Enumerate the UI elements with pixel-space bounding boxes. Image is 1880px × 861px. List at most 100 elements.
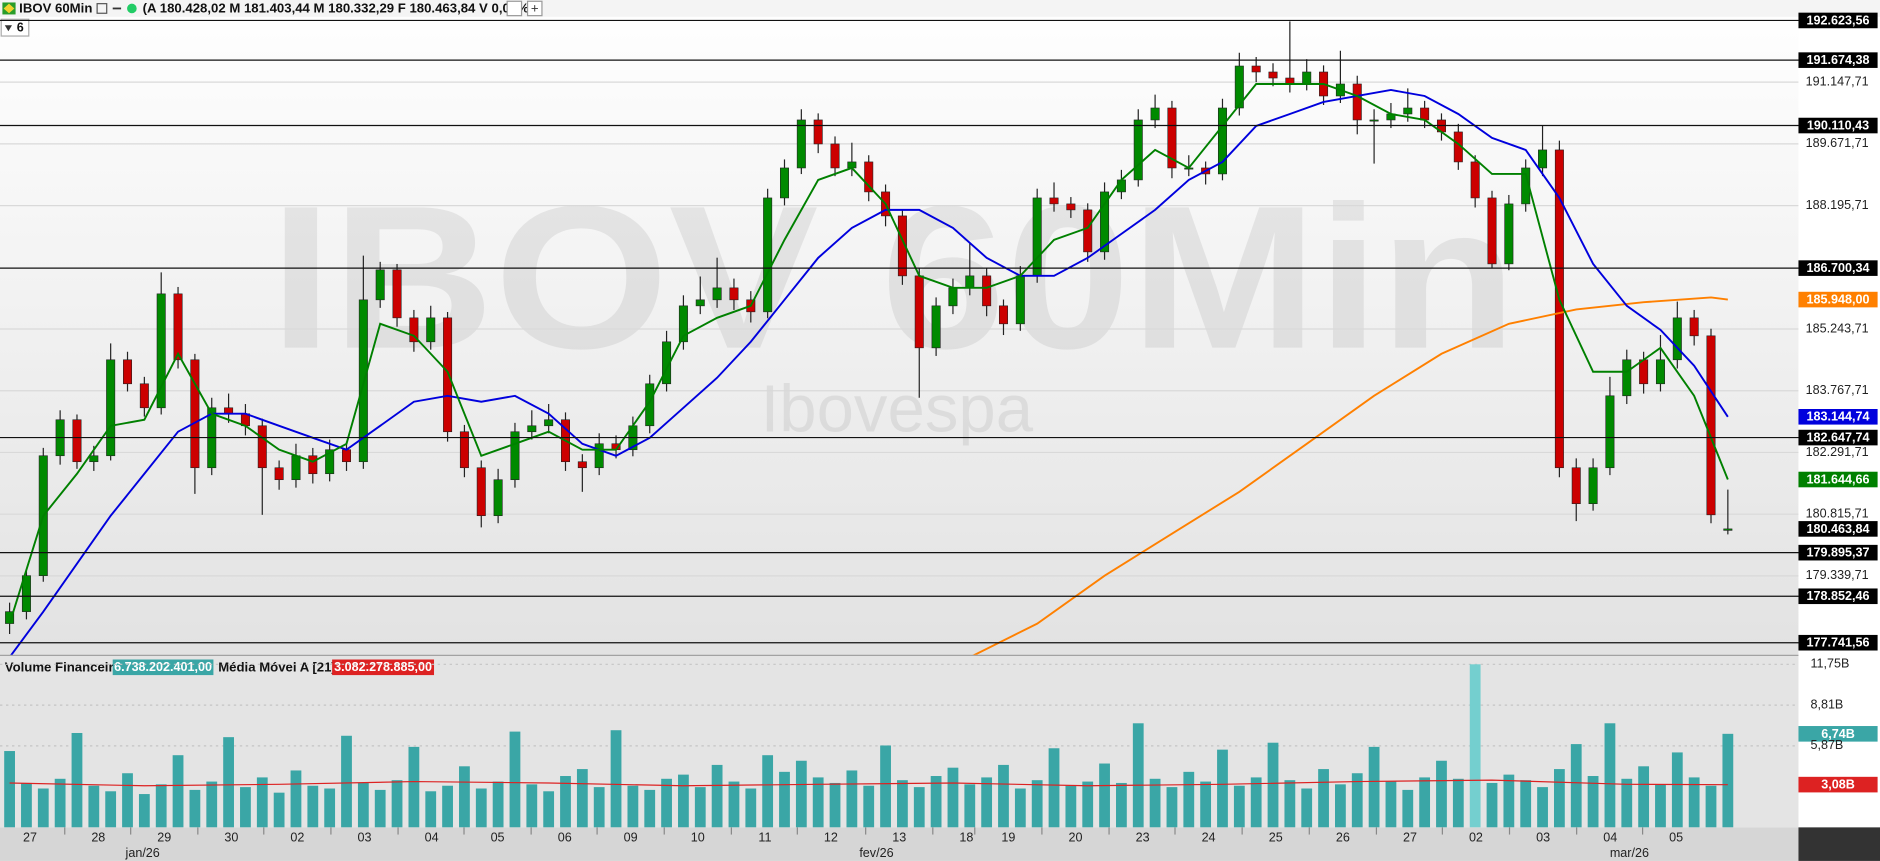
level-label: 179.895,37	[1807, 546, 1870, 560]
candle-body	[1116, 179, 1126, 193]
volume-bar	[1217, 749, 1228, 828]
volume-tick-label: 5,87B	[1810, 738, 1843, 752]
candle-body	[830, 143, 840, 169]
candle-body	[1723, 528, 1733, 531]
volume-bar	[391, 780, 403, 828]
candle-body	[89, 455, 99, 463]
candle-body	[375, 269, 385, 301]
level-label: 192.623,56	[1807, 13, 1870, 27]
level-label: 178.852,46	[1807, 589, 1870, 603]
volume-bar	[964, 784, 976, 828]
volume-bar	[1099, 763, 1110, 828]
x-tick-label: 04	[425, 830, 439, 844]
axis-labels: 192.623,56 191.674,38 190.110,43 186.700,34…	[1798, 12, 1878, 793]
volume-bar	[1335, 784, 1346, 828]
volume-bar	[290, 770, 302, 828]
icon-settings[interactable]	[96, 3, 108, 14]
candle-body	[106, 359, 116, 457]
button-add[interactable]	[526, 0, 543, 17]
volume-bar	[1250, 777, 1262, 828]
candle-body	[1234, 65, 1244, 109]
y-tick-label: 180.815,71	[1806, 507, 1869, 521]
candle-body	[729, 287, 739, 301]
volume-bar	[240, 787, 251, 828]
level-label-box	[1798, 544, 1878, 561]
x-tick-label: 02	[1469, 830, 1483, 844]
volume-bar	[1301, 788, 1313, 828]
volume-bar	[560, 776, 571, 828]
volume-ma-title: Média Móvel A [21]	[218, 659, 336, 674]
volume-bar	[694, 787, 706, 828]
y-tick-label: 185.243,71	[1806, 321, 1869, 335]
y-tick-label: 188.195,71	[1806, 198, 1869, 212]
candle-body	[1487, 197, 1497, 265]
candle-body	[1167, 107, 1177, 169]
ma-label-box	[1798, 471, 1878, 488]
volume-tick-label: 8,81B	[1810, 697, 1843, 711]
volume-bar	[1082, 781, 1094, 828]
volume-bar	[678, 774, 689, 828]
volume-bar	[256, 777, 268, 828]
volume-bar	[1116, 782, 1127, 828]
volume-bar	[930, 776, 942, 828]
candle-body	[982, 275, 992, 307]
x-tick-label: 18	[959, 830, 973, 844]
x-tick-label: 05	[1669, 830, 1683, 844]
x-tick-label: 03	[1536, 830, 1550, 844]
candle-body	[998, 305, 1008, 325]
ma-label: 185.948,00	[1807, 293, 1870, 307]
period-select[interactable]	[0, 18, 30, 37]
y-tick-label: 191.147,71	[1806, 74, 1869, 88]
candle-body	[173, 293, 183, 361]
level-label-box	[1798, 634, 1878, 651]
candle-body	[948, 287, 958, 307]
x-tick-label: 28	[91, 830, 105, 844]
level-label-box	[1798, 12, 1878, 29]
volume-bar	[1604, 723, 1616, 828]
volume-ma-value: 3.082.278.885,00	[334, 660, 432, 674]
volume-bar	[172, 755, 184, 828]
x-tick-label: 25	[1269, 830, 1283, 844]
volume-bar	[1705, 785, 1717, 828]
x-tick-label: 02	[290, 830, 304, 844]
moving-average-line	[8, 83, 1729, 624]
moving-average-line	[972, 296, 1728, 655]
candle-body	[1588, 467, 1598, 505]
volume-bar	[1587, 776, 1599, 828]
volume-bar	[105, 791, 117, 828]
volume-bar	[1452, 778, 1464, 828]
x-tick-label: 13	[892, 830, 906, 844]
x-tick-label: 04	[1603, 830, 1617, 844]
x-tick-label: 26	[1336, 830, 1350, 844]
candle-body	[1403, 107, 1413, 115]
level-label: 186.700,34	[1807, 261, 1870, 275]
level-label-box	[1798, 588, 1878, 605]
month-label: jan/26	[125, 846, 160, 860]
volume-ma-label-box	[1798, 776, 1878, 793]
x-tick-label: 05	[491, 830, 505, 844]
candle-body	[527, 425, 537, 433]
candle-body	[1689, 317, 1699, 337]
volume-bar	[155, 784, 167, 828]
y-tick-label: 182.291,71	[1806, 445, 1869, 459]
button-back[interactable]	[506, 0, 523, 17]
candle-body	[577, 461, 587, 469]
volume-bar	[526, 784, 538, 828]
volume-bar	[1132, 723, 1144, 828]
candle-body	[257, 425, 267, 469]
candle-body	[1150, 107, 1160, 121]
volume-bar	[913, 787, 925, 828]
level-label: 177.741,56	[1807, 636, 1870, 650]
volume-bar	[1267, 742, 1279, 828]
candle-body	[931, 305, 941, 349]
volume-bar	[273, 792, 285, 828]
candle-body	[1605, 395, 1615, 469]
level-label: 191.674,38	[1807, 53, 1870, 67]
volume-bar	[88, 785, 100, 828]
volume-bar	[1655, 784, 1666, 828]
watermark-subtitle: Ibovespa	[761, 371, 1034, 446]
volume-bar	[1621, 778, 1633, 828]
candle-body	[1571, 467, 1581, 505]
volume-bar	[998, 764, 1009, 828]
volume-bar	[947, 767, 959, 828]
